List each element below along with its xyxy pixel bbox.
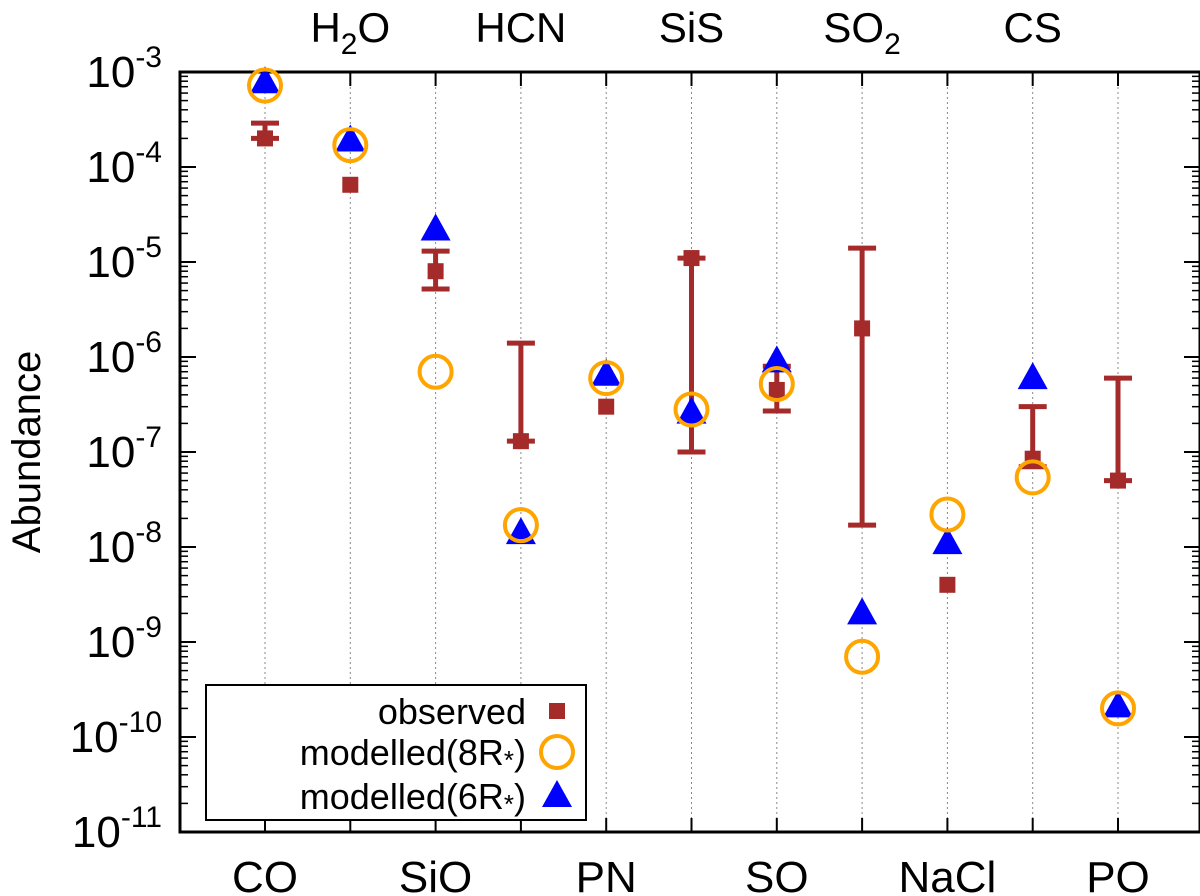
x-tick-label-top: SiS bbox=[659, 4, 724, 51]
model-8r-point-cs bbox=[1014, 459, 1051, 496]
x-tick-label-nacl: NaCl bbox=[899, 853, 997, 896]
y-tick-label: 10-9 bbox=[86, 611, 162, 667]
model-8r-point-sis bbox=[673, 391, 710, 428]
axis-ticks bbox=[180, 71, 1200, 833]
model-6r-point-cs bbox=[1017, 362, 1048, 390]
model-8r-point-h2o bbox=[332, 127, 369, 164]
model-8r-point-hcn bbox=[502, 507, 539, 544]
model-6r-point-sis bbox=[676, 396, 707, 424]
observed-point-hcn bbox=[512, 433, 529, 450]
y-tick-labels: 10-3 10-4 10-5 10-6 10-7 10-8 10-9 10-10 10-11 bbox=[70, 41, 162, 857]
x-tick-label-top: H2O bbox=[310, 4, 390, 61]
observed-point-po bbox=[1110, 472, 1126, 489]
model-8r-point-co bbox=[247, 67, 283, 104]
x-tick-label-top: SO2 bbox=[823, 4, 900, 61]
observed-point-h2o bbox=[342, 176, 359, 193]
model-6r-point-so bbox=[761, 345, 792, 373]
y-axis-title: Abundance bbox=[5, 351, 49, 553]
model-6r-point-po bbox=[1103, 690, 1133, 718]
model-6r-point-pn bbox=[591, 358, 622, 386]
x-tick-label-so: SO bbox=[745, 853, 809, 896]
y-tick-label: 10-11 bbox=[72, 801, 162, 857]
legend-label-1: modelled(8R*) bbox=[300, 732, 526, 775]
x-tick-label-co: CO bbox=[232, 853, 298, 896]
y-tick-label: 10-3 bbox=[86, 41, 162, 97]
x-tick-label-sio: SiO bbox=[399, 853, 472, 896]
observed-point-sis bbox=[683, 250, 700, 267]
observed-point-sio bbox=[427, 263, 444, 280]
model-8r-point-so2 bbox=[844, 638, 881, 675]
model-6r-point-nacl bbox=[932, 527, 963, 555]
y-tick-label: 10-10 bbox=[70, 706, 162, 762]
x-tick-labels-bottom: CO SiO PN SO NaCl PO bbox=[232, 853, 1150, 896]
x-tick-labels-top: H2O HCN SiS SO2 CS bbox=[310, 4, 1061, 61]
model-8r-point-sio bbox=[417, 353, 454, 390]
model-8r-point-po bbox=[1100, 690, 1136, 727]
y-tick-label: 10-8 bbox=[86, 516, 162, 572]
model-6r-point-so2 bbox=[847, 597, 878, 625]
y-tick-label: 10-7 bbox=[86, 421, 162, 477]
model-6r-point-co bbox=[250, 66, 280, 94]
legend-marker-observed bbox=[549, 703, 565, 719]
x-tick-label-pn: PN bbox=[576, 853, 637, 896]
legend-marker-8r bbox=[539, 734, 575, 770]
model-8r-point-so bbox=[758, 365, 795, 402]
model-6r-point-sio bbox=[420, 213, 451, 241]
data-points bbox=[247, 66, 1136, 727]
observed-point-so2 bbox=[854, 320, 871, 337]
observed-point-so bbox=[768, 381, 785, 398]
observed-point-pn bbox=[598, 398, 615, 415]
legend-label-0: observed bbox=[378, 691, 526, 732]
y-tick-label: 10-6 bbox=[86, 326, 162, 382]
legend-marker-6r bbox=[542, 780, 572, 807]
observed-point-nacl bbox=[939, 576, 956, 593]
y-tick-label: 10-5 bbox=[86, 231, 162, 287]
legend-box bbox=[205, 684, 587, 821]
observed-point-co bbox=[257, 130, 273, 147]
model-8r-point-pn bbox=[588, 360, 625, 397]
x-tick-label-top: HCN bbox=[475, 4, 566, 51]
y-tick-label: 10-4 bbox=[86, 136, 162, 192]
model-6r-point-h2o bbox=[335, 124, 366, 152]
x-tick-label-top: CS bbox=[1004, 4, 1062, 51]
x-tick-label-po: PO bbox=[1086, 853, 1150, 896]
model-8r-point-nacl bbox=[929, 496, 966, 533]
legend-label-2: modelled(6R*) bbox=[300, 776, 526, 819]
